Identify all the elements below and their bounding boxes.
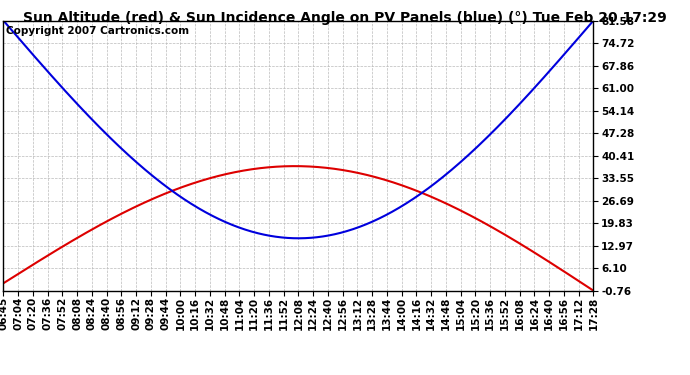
Text: Copyright 2007 Cartronics.com: Copyright 2007 Cartronics.com — [6, 26, 190, 36]
Text: Sun Altitude (red) & Sun Incidence Angle on PV Panels (blue) (°) Tue Feb 20 17:2: Sun Altitude (red) & Sun Incidence Angle… — [23, 11, 667, 25]
